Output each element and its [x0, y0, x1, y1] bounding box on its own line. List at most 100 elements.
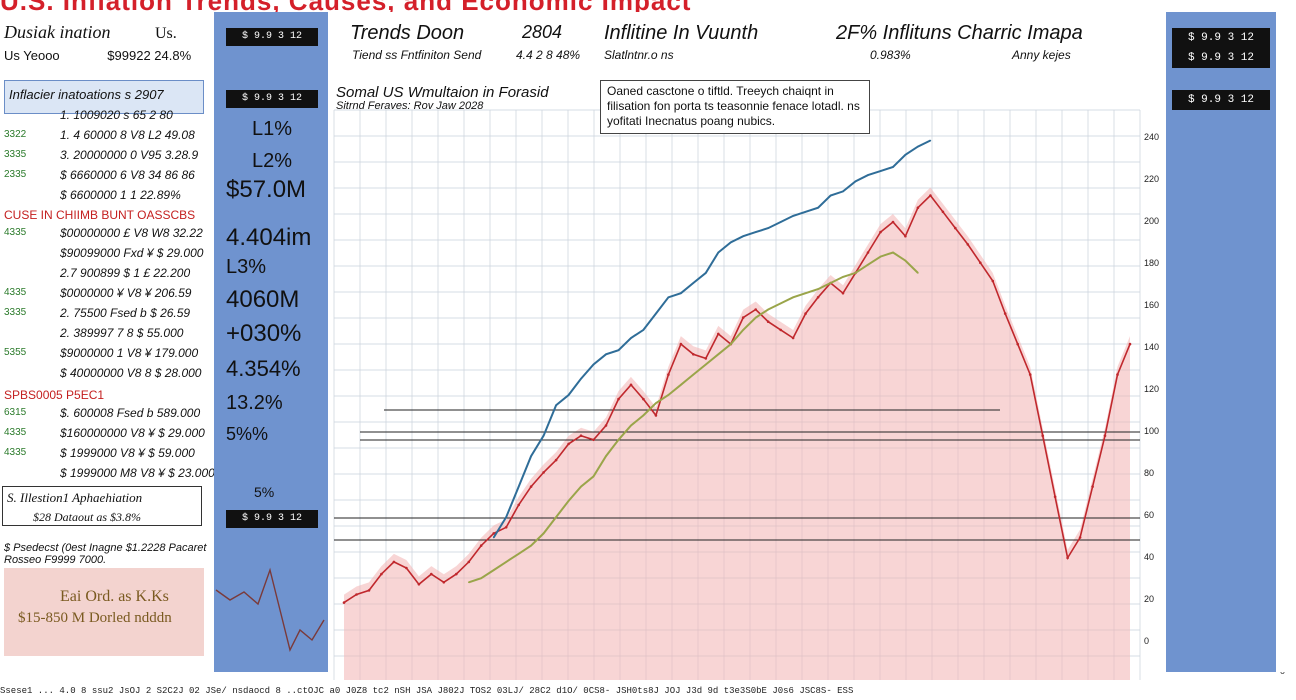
data-point	[817, 288, 819, 290]
y-tick-label: 200	[1144, 216, 1159, 226]
left-panel-title: Dusiak ination Us.	[4, 22, 177, 42]
list-item: 2335 $ 6660000 6 V8 34 86 86	[0, 166, 214, 186]
data-point	[554, 458, 558, 462]
right-badge: $ 9.9 3 12	[1172, 90, 1270, 110]
data-point	[605, 353, 607, 356]
left-panel-subtitle-value: $99922 24.8%	[107, 48, 192, 63]
row-text: $ 6660000 6 V8 34 86 86	[60, 168, 195, 182]
chart-callout: Oaned casctone o tiftld. Treeych chaiqnt…	[600, 80, 870, 134]
list-item: 4335 $00000000 £ V8 W8 32.22	[0, 224, 214, 244]
data-point	[904, 154, 907, 156]
data-point	[667, 373, 670, 376]
data-point	[742, 329, 744, 331]
data-point	[479, 544, 483, 547]
y-tick-label: 220	[1144, 174, 1159, 184]
stat-badge: $ 9.9 3 12	[226, 28, 318, 46]
y-tick-label: 80	[1144, 468, 1154, 478]
row-text: $90099000 Fxd ¥ $ 29.000	[60, 246, 204, 260]
data-point	[879, 230, 882, 234]
data-point	[842, 276, 844, 278]
summary-box: S. Illestion1 Aphaehiation $28 Dataout a…	[2, 486, 202, 526]
data-point	[617, 397, 620, 401]
data-point	[717, 353, 720, 356]
data-point	[579, 434, 583, 438]
banner: U.S. Inflation Trends, Causes, and Econo…	[0, 0, 1296, 12]
data-point	[816, 296, 820, 299]
stat-value: 4060M	[226, 286, 300, 313]
row-text: 2. 389997 7 8 $ 55.000	[60, 326, 184, 340]
header-subtitle-1: Tiend ss Fntfiniton Send	[352, 48, 482, 62]
list-item: $ 6600000 1 1 22.89%	[0, 186, 214, 206]
row-text: $160000000 V8 ¥ $ 29.000	[60, 426, 205, 440]
data-point	[1066, 556, 1069, 560]
data-point	[754, 308, 757, 311]
header-subtitle-2-value: 0.983%	[870, 48, 911, 62]
data-point	[754, 231, 757, 233]
data-point	[892, 166, 894, 168]
data-point	[705, 272, 707, 274]
data-point	[879, 255, 882, 258]
data-point	[680, 384, 682, 386]
data-point	[442, 581, 446, 584]
row-code: 4335	[4, 287, 27, 298]
data-point	[742, 235, 744, 237]
row-text: 2.7 900899 $ 1 £ 22.200	[60, 266, 191, 280]
data-point	[1016, 342, 1019, 346]
data-point	[567, 394, 570, 396]
summary-box-value: $28 Dataout as $3.8%	[33, 510, 141, 524]
stat-value: 4.404im	[226, 224, 312, 251]
data-point	[542, 434, 545, 437]
series-line-price	[343, 194, 1131, 604]
data-point	[904, 234, 907, 238]
data-point	[730, 241, 732, 244]
header-title-1-value: 2804	[522, 22, 563, 42]
data-point	[517, 553, 520, 555]
y-tick-label: 0	[1144, 636, 1149, 646]
mini-sparkline	[215, 567, 325, 653]
data-point	[492, 532, 496, 535]
data-point	[1116, 373, 1119, 376]
data-point	[580, 377, 582, 380]
data-point	[630, 337, 632, 339]
data-point	[741, 316, 745, 319]
data-point	[704, 357, 708, 360]
data-point	[804, 292, 807, 295]
header-title-1: Trends Doon	[350, 22, 465, 44]
row-code: 4335	[4, 447, 27, 458]
header-subtitle-2: Slatlntnr.o ns	[604, 48, 674, 62]
data-point	[580, 485, 582, 488]
data-point	[680, 292, 682, 295]
stat-value: L3%	[226, 256, 267, 278]
data-point	[730, 343, 732, 345]
row-code: 5355	[4, 347, 27, 358]
data-point	[767, 308, 769, 311]
right-axis-strip	[1276, 12, 1296, 672]
list-item: 5355 $9000000 1 V8 ¥ 179.000	[0, 344, 214, 364]
row-text: $ 40000000 V8 8 $ 28.000	[60, 366, 202, 380]
data-point	[1128, 342, 1132, 346]
stat-badge: $ 9.9 3 12	[226, 510, 318, 528]
data-point	[517, 485, 520, 488]
data-point	[792, 296, 794, 299]
row-text: $ 1999000 V8 ¥ $ 59.000	[60, 446, 195, 460]
data-point	[605, 455, 607, 457]
data-point	[630, 424, 632, 427]
data-point	[917, 272, 919, 274]
left-panel: Dusiak ination Us. Us Yeooo $99922 24.8%…	[0, 12, 215, 662]
section-heading-2: SPBS0005 P5EC1	[4, 388, 105, 402]
price-area	[344, 187, 1130, 680]
data-point	[430, 572, 433, 576]
data-point	[555, 516, 557, 518]
data-point	[705, 363, 707, 366]
y-tick-label: 100	[1144, 426, 1159, 436]
row-code: 2335	[4, 169, 27, 180]
data-point	[455, 572, 458, 576]
list-item: 2. 389997 7 8 $ 55.000	[0, 324, 214, 344]
data-point	[642, 414, 645, 417]
header-subtitle-3: Anny kejes	[1012, 48, 1071, 62]
data-point	[504, 526, 508, 529]
row-text: $0000000 ¥ V8 ¥ 206.59	[60, 286, 192, 300]
data-point	[717, 332, 720, 336]
data-point	[1041, 434, 1044, 438]
list-item: 4335 $0000000 ¥ V8 ¥ 206.59	[0, 284, 214, 304]
